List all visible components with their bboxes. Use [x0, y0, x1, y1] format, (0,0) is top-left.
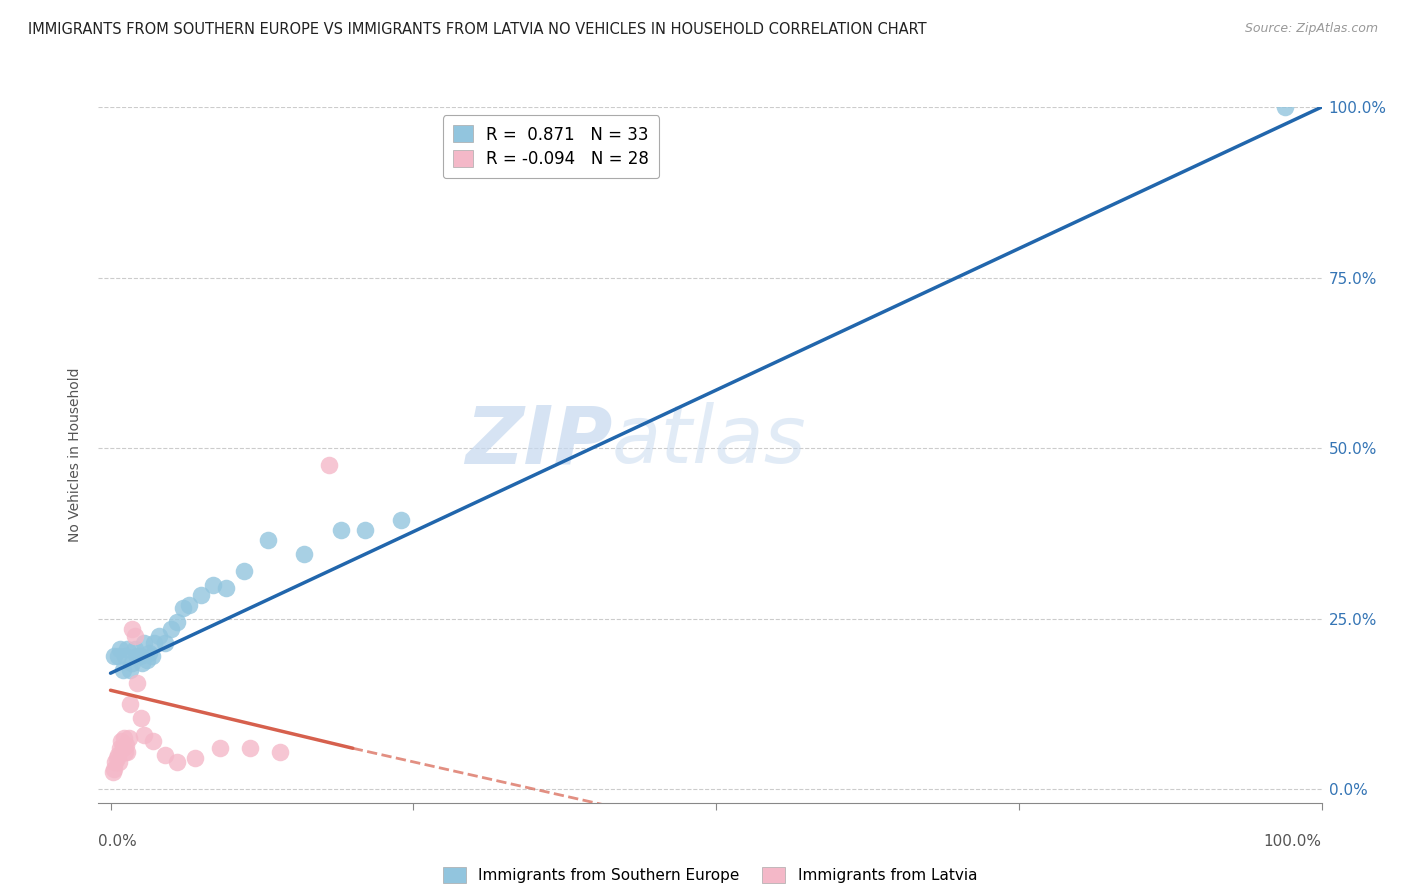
Point [153, 635, 176, 649]
Point [110, 642, 132, 657]
Point [148, 629, 170, 643]
Point [110, 741, 132, 756]
Point [111, 741, 134, 756]
Point [1274, 100, 1296, 114]
Point [354, 523, 377, 537]
Point [141, 649, 163, 664]
Text: Source: ZipAtlas.com: Source: ZipAtlas.com [1244, 22, 1378, 36]
Point [103, 649, 125, 664]
Point [110, 734, 132, 748]
Point [269, 745, 291, 759]
Point [135, 652, 157, 666]
Point [124, 642, 146, 657]
Point [190, 588, 212, 602]
Point [131, 656, 153, 670]
Point [142, 734, 165, 748]
Point [105, 751, 128, 765]
Point [101, 765, 124, 780]
Point [160, 622, 183, 636]
Point [127, 649, 149, 664]
Point [127, 676, 149, 690]
Point [129, 710, 152, 724]
Point [292, 547, 315, 561]
Point [112, 731, 135, 745]
Point [103, 762, 125, 776]
Point [166, 615, 188, 629]
Point [114, 745, 136, 759]
Point [329, 523, 352, 537]
Point [232, 564, 254, 578]
Point [104, 755, 127, 769]
Legend: Immigrants from Southern Europe, Immigrants from Latvia: Immigrants from Southern Europe, Immigra… [437, 861, 983, 889]
Text: 100.0%: 100.0% [1264, 834, 1322, 849]
Point [117, 745, 139, 759]
Point [134, 635, 156, 649]
Point [121, 656, 143, 670]
Point [214, 581, 236, 595]
Text: IMMIGRANTS FROM SOUTHERN EUROPE VS IMMIGRANTS FROM LATVIA NO VEHICLES IN HOUSEHO: IMMIGRANTS FROM SOUTHERN EUROPE VS IMMIG… [28, 22, 927, 37]
Point [134, 728, 156, 742]
Point [117, 642, 139, 657]
Point [118, 731, 141, 745]
Text: ZIP: ZIP [465, 402, 612, 480]
Point [118, 697, 141, 711]
Point [124, 629, 146, 643]
Point [121, 622, 143, 636]
Point [208, 741, 231, 756]
Text: 0.0%: 0.0% [98, 834, 138, 849]
Text: atlas: atlas [612, 402, 807, 480]
Point [118, 663, 141, 677]
Point [389, 513, 412, 527]
Point [184, 751, 207, 765]
Point [111, 663, 134, 677]
Point [153, 747, 176, 762]
Point [257, 533, 280, 548]
Point [202, 577, 225, 591]
Y-axis label: No Vehicles in Household: No Vehicles in Household [69, 368, 83, 542]
Point [108, 755, 131, 769]
Point [138, 646, 160, 660]
Point [128, 649, 150, 664]
Point [239, 741, 262, 756]
Point [115, 738, 138, 752]
Point [318, 458, 340, 472]
Point [107, 747, 129, 762]
Point [107, 649, 129, 664]
Point [166, 755, 188, 769]
Point [143, 635, 166, 649]
Point [114, 649, 136, 664]
Point [172, 601, 194, 615]
Point [179, 598, 201, 612]
